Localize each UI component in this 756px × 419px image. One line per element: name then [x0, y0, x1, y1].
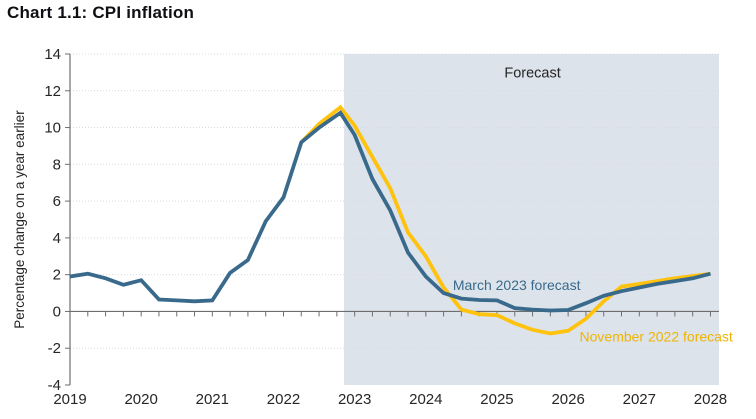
y-tick-label: -2: [48, 340, 61, 357]
x-tick-label: 2026: [551, 391, 584, 408]
y-tick-label: 8: [53, 156, 61, 173]
march-2023-forecast-line: [69, 110, 711, 313]
y-tick-label: -4: [48, 377, 61, 394]
march-2023-forecast-label: March 2023 forecast: [453, 277, 581, 293]
x-tick-label: 2022: [267, 391, 300, 408]
x-tick-label: 2021: [196, 391, 229, 408]
y-tick-label: 4: [53, 230, 61, 247]
y-tick-label: 14: [44, 46, 61, 63]
x-tick-label: 2020: [124, 391, 157, 408]
y-tick-label: 2: [53, 267, 61, 284]
x-tick-label: 2023: [338, 391, 371, 408]
y-tick-label: 10: [44, 120, 61, 137]
x-tick-label: 2024: [409, 391, 442, 408]
x-tick-label: 2019: [53, 391, 86, 408]
x-tick-label: 2027: [623, 391, 656, 408]
forecast-region-label: Forecast: [504, 65, 560, 81]
y-tick-label: 12: [44, 83, 61, 100]
y-axis-title: Percentage change on a year earlier: [12, 110, 27, 329]
november-2022-forecast-line: [299, 104, 711, 336]
x-tick-label: 2028: [694, 391, 727, 408]
x-tick-label: 2025: [480, 391, 513, 408]
y-tick-label: 6: [53, 193, 61, 210]
november-2022-forecast-label: November 2022 forecast: [580, 328, 733, 344]
y-tick-label: 0: [53, 303, 61, 320]
chart-title: Chart 1.1: CPI inflation: [7, 3, 195, 22]
